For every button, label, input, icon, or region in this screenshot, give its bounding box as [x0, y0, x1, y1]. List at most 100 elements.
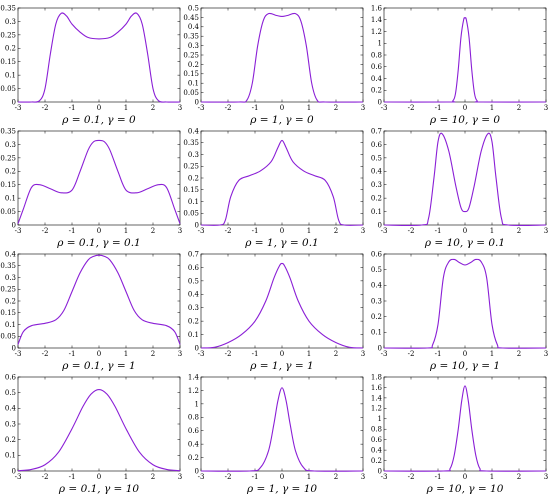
plot-9-density-curve — [383, 258, 547, 349]
plot-6-ytick-label-3: 0.3 — [371, 181, 382, 189]
plot-4-ytick-label-3: 0.15 — [0, 181, 16, 189]
plot-10-xtick-label-1: -2 — [42, 473, 49, 481]
plot-9-frame — [383, 253, 547, 349]
plot-10-xtick-label-5: 2 — [151, 473, 155, 481]
plot-1-xtick-label-1: -2 — [42, 104, 49, 112]
plot-11-ytick-label-6: 1.2 — [188, 387, 199, 395]
plot-1-ytick-label-2: 0.1 — [5, 72, 16, 80]
plot-9-ytick-label-6: 0.6 — [371, 250, 383, 258]
plot-3-xtick-label-1: -2 — [408, 104, 415, 112]
plot-3-xtick-label-4: 1 — [490, 104, 494, 112]
plot-6-xtick-label-3: 0 — [463, 227, 467, 235]
plot-4-frame — [17, 130, 181, 226]
plot-10-frame — [17, 376, 181, 472]
plot-3-ytick-label-8: 1.6 — [371, 4, 383, 12]
plot-2-xtick-label-0: -3 — [198, 104, 205, 112]
plot-12-ytick-label-0: 0 — [378, 467, 382, 475]
plot-8-caption: ρ = 1, γ = 1 — [249, 360, 313, 372]
plot-2-xtick-label-6: 3 — [361, 104, 365, 112]
plot-5-ytick-label-0: 0 — [195, 221, 199, 229]
plot-5-xtick-label-4: 1 — [307, 227, 311, 235]
plot-2-xtick-label-2: -1 — [252, 104, 259, 112]
plot-6-ytick-label-1: 0.1 — [371, 208, 382, 216]
plot-3-xtick-label-5: 2 — [517, 104, 521, 112]
plot-7-ytick-label-8: 0.4 — [5, 250, 17, 258]
plot-11-ytick-label-7: 1.4 — [188, 373, 200, 381]
plot-9-xtick-label-4: 1 — [490, 350, 494, 358]
plot-4-ytick-label-0: 0 — [12, 221, 16, 229]
plot-2-xtick-label-4: 1 — [307, 104, 311, 112]
plot-3-ytick-label-1: 0.2 — [371, 87, 382, 95]
plot-11-xtick-label-5: 2 — [334, 473, 338, 481]
plot-12-caption: ρ = 10, γ = 10 — [426, 483, 504, 495]
plot-5-ytick-label-4: 0.2 — [188, 174, 199, 182]
plot-11-ytick-label-0: 0 — [195, 467, 199, 475]
plot-1-ytick-label-4: 0.2 — [5, 45, 16, 53]
plot-10-ytick-label-4: 0.4 — [5, 405, 17, 413]
plot-7-ytick-label-4: 0.2 — [5, 297, 16, 305]
plot-5-ytick-label-5: 0.25 — [183, 163, 199, 171]
plot-4-ytick-label-1: 0.05 — [0, 208, 16, 216]
plot-10-xtick-label-4: 1 — [124, 473, 128, 481]
plot-6-xtick-label-0: -3 — [381, 227, 388, 235]
plot-1-ytick-label-0: 0 — [12, 98, 16, 106]
plot-7-ytick-label-0: 0 — [12, 344, 16, 352]
plot-2-ytick-label-8: 0.4 — [188, 23, 200, 31]
plot-9-ytick-label-3: 0.3 — [371, 297, 382, 305]
plot-5-ytick-label-1: 0.05 — [183, 210, 199, 218]
plot-12-xtick-label-6: 3 — [544, 473, 548, 481]
plot-5-ytick-label-8: 0.4 — [188, 127, 200, 135]
plot-9-ytick-label-1: 0.1 — [371, 329, 382, 337]
plot-12-ytick-label-8: 1.6 — [371, 384, 383, 392]
plot-6-ytick-label-7: 0.7 — [371, 127, 382, 135]
plot-4-caption: ρ = 0.1, γ = 0.1 — [56, 237, 140, 249]
plot-6-ytick-label-6: 0.6 — [371, 141, 383, 149]
plot-9-ytick-label-0: 0 — [378, 344, 382, 352]
plot-6-frame — [383, 130, 547, 226]
plot-7-xtick-label-2: -1 — [69, 350, 76, 358]
plot-4-density-curve — [17, 139, 181, 224]
plot-4-ytick-label-2: 0.1 — [5, 195, 16, 203]
plot-8-ytick-label-6: 0.6 — [188, 264, 200, 272]
plot-7-ytick-label-2: 0.1 — [5, 321, 16, 329]
plot-12-ytick-label-9: 1.8 — [371, 373, 382, 381]
plot-12-ytick-label-5: 1 — [378, 415, 382, 423]
plot-9-ytick-label-2: 0.2 — [371, 313, 382, 321]
plot-9-xtick-label-1: -2 — [408, 350, 415, 358]
plot-10-xtick-label-6: 3 — [178, 473, 182, 481]
plot-5-ytick-label-6: 0.3 — [188, 151, 199, 159]
plot-1-ytick-label-3: 0.15 — [0, 58, 16, 66]
plot-12-xtick-label-4: 1 — [490, 473, 494, 481]
plot-8-density-curve — [200, 262, 364, 349]
plot-9-xtick-label-2: -1 — [435, 350, 442, 358]
plot-7-ytick-label-5: 0.25 — [0, 286, 16, 294]
plot-12-density-curve — [383, 385, 547, 472]
plot-1-ytick-label-7: 0.35 — [0, 4, 16, 12]
plot-1-xtick-label-4: 1 — [124, 104, 128, 112]
plot-10-xtick-label-0: -3 — [15, 473, 22, 481]
plot-3-caption: ρ = 10, γ = 0 — [429, 114, 500, 126]
plot-7-density-curve — [17, 254, 181, 345]
plot-12-ytick-label-4: 0.8 — [371, 426, 382, 434]
plot-8-ytick-label-1: 0.1 — [188, 331, 199, 339]
plot-1-frame — [17, 7, 181, 103]
plot-6-xtick-label-2: -1 — [435, 227, 442, 235]
plot-10-ytick-label-2: 0.2 — [5, 436, 16, 444]
plot-12-ytick-label-6: 1.2 — [371, 405, 382, 413]
plot-5-xtick-label-3: 0 — [280, 227, 284, 235]
plot-12-xtick-label-0: -3 — [381, 473, 388, 481]
plot-7-xtick-label-0: -3 — [15, 350, 22, 358]
plot-2-ytick-label-4: 0.2 — [188, 61, 199, 69]
plot-7-ytick-label-3: 0.15 — [0, 309, 16, 317]
plot-8-ytick-label-2: 0.2 — [188, 318, 199, 326]
plot-10-ytick-label-5: 0.5 — [5, 389, 16, 397]
plot-9-ytick-label-5: 0.5 — [371, 266, 382, 274]
plot-11-xtick-label-0: -3 — [198, 473, 205, 481]
plot-11-ytick-label-3: 0.6 — [188, 427, 200, 435]
plot-9-xtick-label-6: 3 — [544, 350, 548, 358]
plot-4-xtick-label-4: 1 — [124, 227, 128, 235]
plot-7-caption: ρ = 0.1, γ = 1 — [61, 360, 135, 372]
plot-1-ytick-label-6: 0.3 — [5, 18, 16, 26]
plot-8-xtick-label-4: 1 — [307, 350, 311, 358]
